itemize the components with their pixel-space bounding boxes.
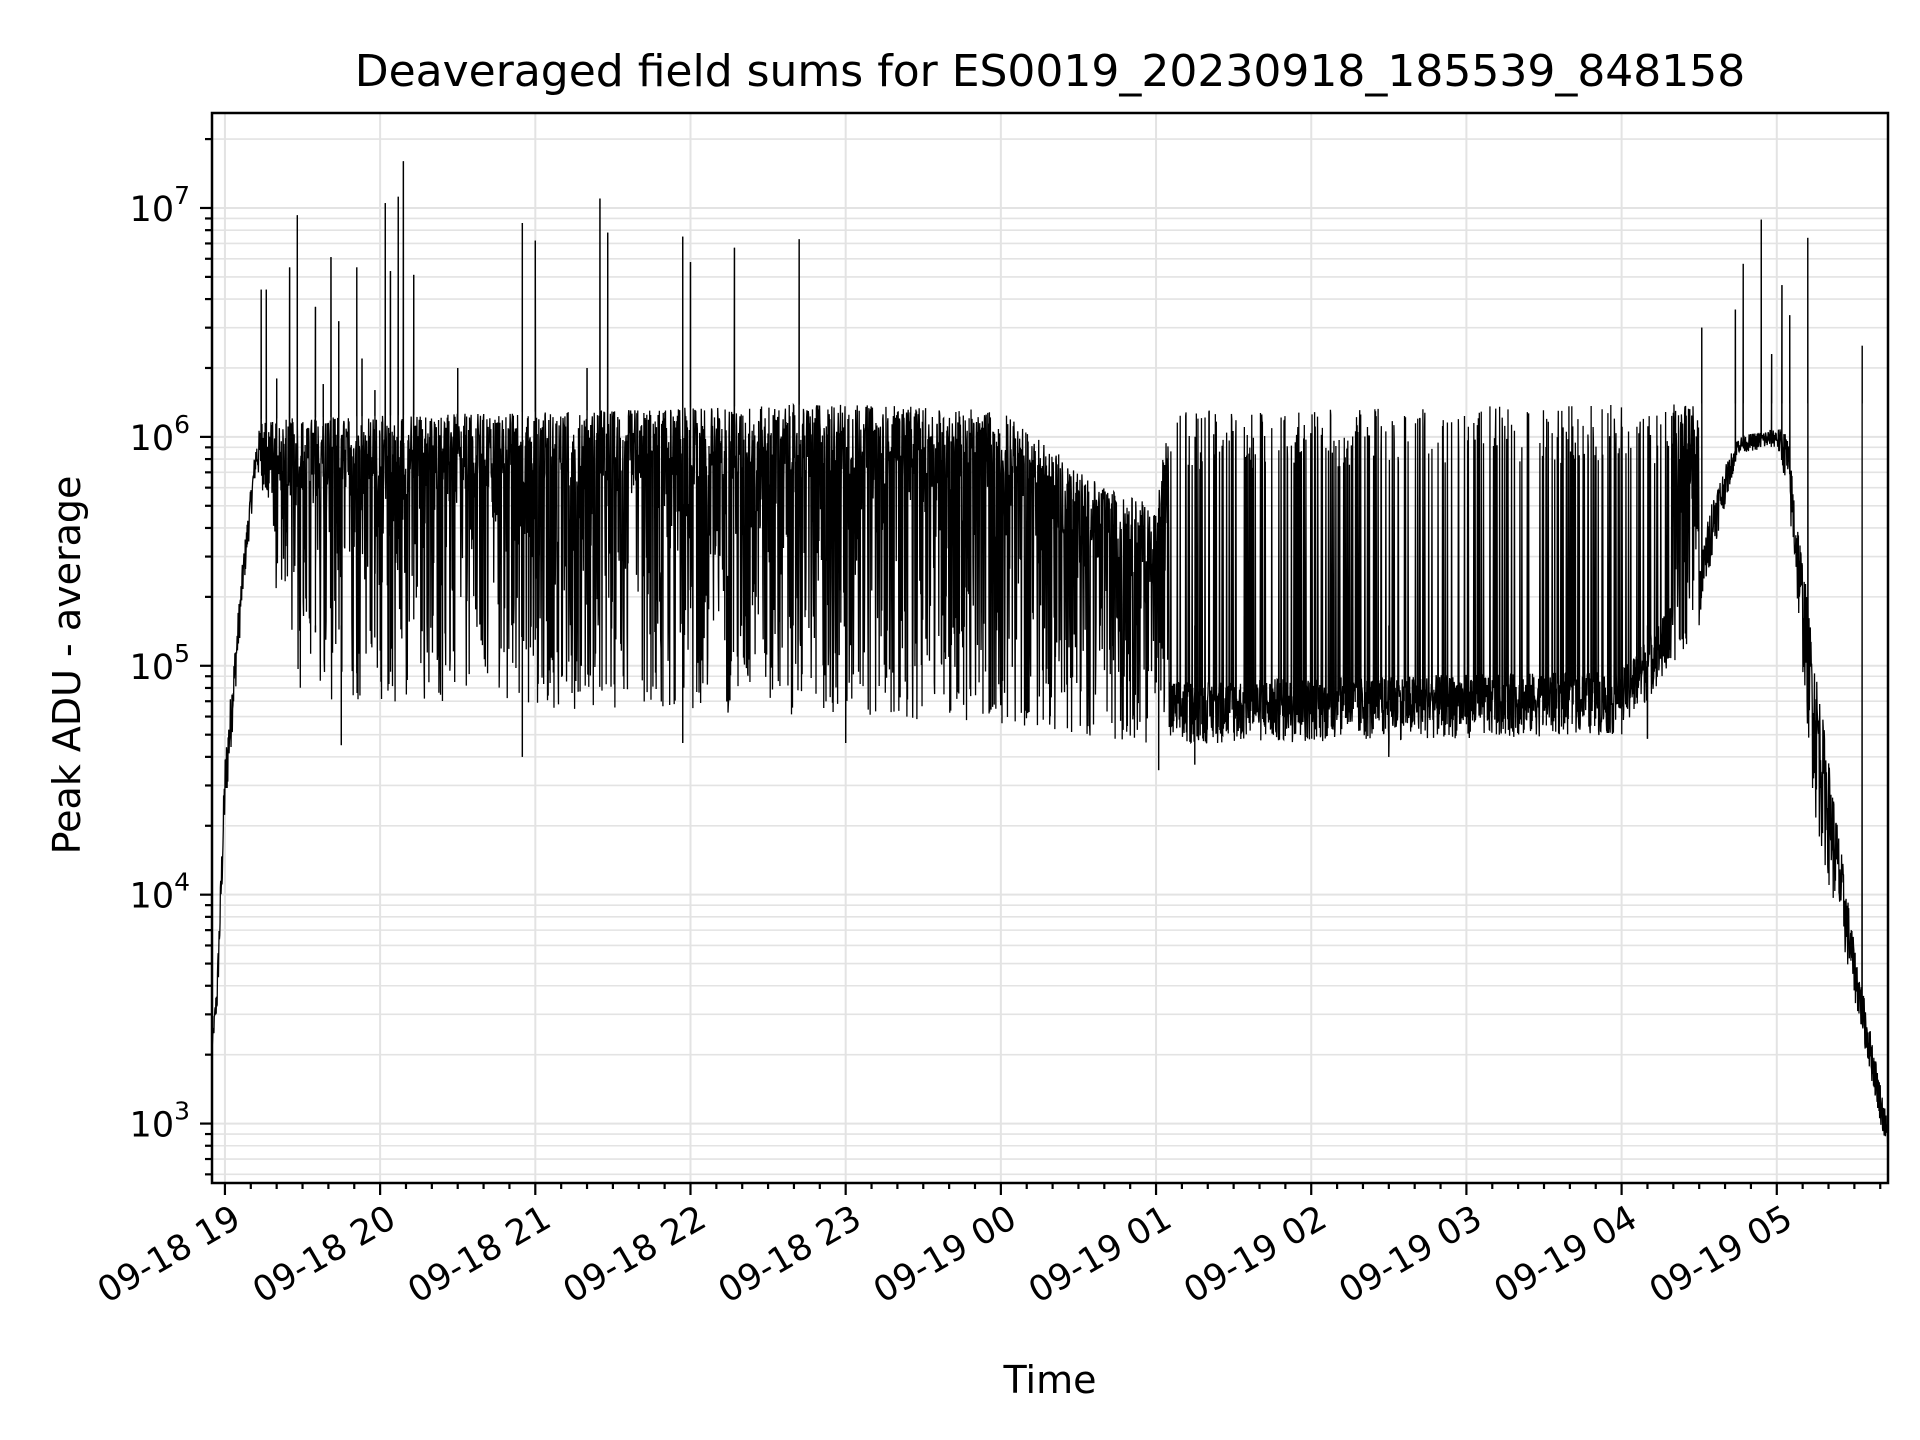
x-tick-label: 09-19 00 (867, 1198, 1023, 1311)
x-tick-label: 09-19 02 (1177, 1198, 1333, 1311)
series-line (211, 161, 1889, 1156)
x-tick-label: 09-19 05 (1643, 1198, 1799, 1311)
x-tick-label: 09-19 04 (1488, 1198, 1644, 1311)
x-tick-label: 09-19 03 (1333, 1198, 1489, 1311)
y-axis-label: Peak ADU - average (45, 476, 89, 855)
y-tick-label: 106 (130, 410, 190, 459)
plot-frame (210, 111, 1890, 1185)
series-layer (211, 161, 1889, 1156)
tick-layer (200, 137, 1882, 1195)
y-tick-label: 105 (130, 639, 190, 688)
x-axis-label: Time (1003, 1358, 1097, 1402)
x-tick-label: 09-19 01 (1022, 1198, 1178, 1311)
y-tick-label: 107 (130, 181, 190, 230)
chart-title: Deaveraged field sums for ES0019_2023091… (355, 46, 1746, 97)
x-tick-label: 09-18 22 (557, 1198, 713, 1311)
x-tick-label: 09-18 23 (712, 1198, 868, 1311)
x-tick-label: 09-18 21 (402, 1198, 558, 1311)
y-tick-label: 103 (130, 1097, 190, 1146)
x-tick-label: 09-18 20 (246, 1198, 402, 1311)
x-tick-label: 09-18 19 (91, 1198, 247, 1311)
y-tick-label: 104 (130, 868, 190, 917)
